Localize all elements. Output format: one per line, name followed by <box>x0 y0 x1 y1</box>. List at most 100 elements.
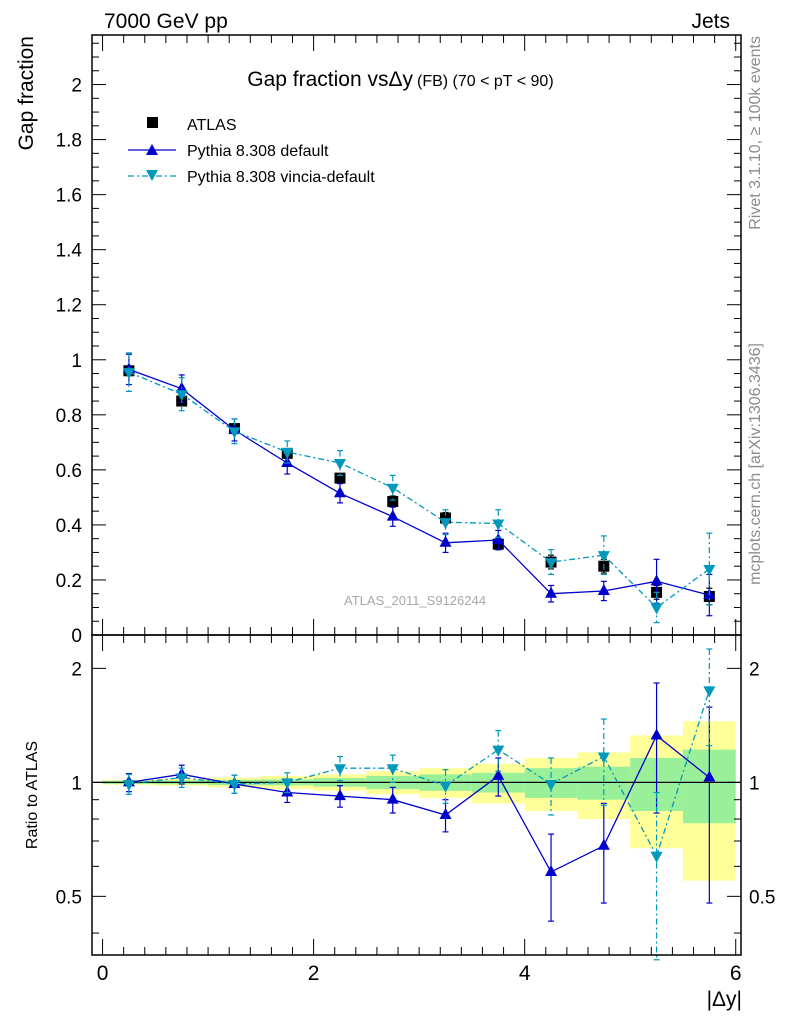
data-point-ratio-vincia <box>281 778 294 790</box>
rivet-version-label: Rivet 3.1.10, ≥ 100k events <box>747 36 764 230</box>
legend-entry-default: Pythia 8.308 default <box>128 143 329 160</box>
ratio-panel-frame <box>91 634 742 956</box>
x-axis-label: |Δy| <box>707 988 742 1011</box>
main-panel: 0 0.2 0.4 0.6 0.8 1 1.2 1.4 1.6 1.8 2 Gap fraction… <box>15 34 742 647</box>
legend-entry-vincia: Pythia 8.308 vincia-default <box>128 169 375 186</box>
data-point-vincia <box>492 519 505 531</box>
y-axis-label-main: Gap fraction <box>15 36 38 150</box>
main-plot-area <box>122 352 716 624</box>
data-point-ratio-default <box>650 728 663 740</box>
plot-title-suffix: (FB) (70 < pT < 90) <box>417 73 554 90</box>
y-tick-label-main: 1.6 <box>56 186 82 207</box>
x-tick-label: 4 <box>519 962 531 985</box>
data-point-default <box>597 583 610 595</box>
data-point-vincia <box>545 558 558 570</box>
data-point-ratio-vincia <box>228 780 241 792</box>
x-tick-label: 6 <box>730 962 742 985</box>
mcplots-reference-label: mcplots.cern.ch [arXiv:1306.3436] <box>747 343 764 585</box>
legend-marker-atlas <box>147 117 158 128</box>
data-point-ratio-default <box>492 768 505 780</box>
data-point-atlas <box>387 496 399 508</box>
y-tick-label-main: 0 <box>71 626 82 647</box>
data-point-ratio-default <box>333 789 346 801</box>
legend-label-atlas: ATLAS <box>187 117 237 134</box>
data-point-ratio-vincia <box>650 851 663 863</box>
data-point-ratio-vincia <box>597 752 610 764</box>
y-tick-label-main: 1.4 <box>56 241 83 262</box>
data-point-atlas <box>334 472 346 484</box>
y-tick-label-main: 1 <box>71 351 82 372</box>
y-tick-label-ratio-left: 0.5 <box>56 887 82 908</box>
data-point-ratio-vincia <box>439 781 452 793</box>
y-tick-label-ratio-left: 2 <box>71 659 82 680</box>
y-tick-label-ratio-left: 1 <box>71 773 82 794</box>
ratio-axis-ticks: 0.5 0.5 1 1 2 2 0 2 4 6 <box>56 635 775 985</box>
energy-label: 7000 GeV pp <box>104 10 228 33</box>
y-tick-label-ratio-right: 2 <box>749 659 760 680</box>
y-tick-label-ratio-right: 0.5 <box>749 887 775 908</box>
data-point-ratio-vincia <box>703 686 716 698</box>
legend: ATLAS Pythia 8.308 default Pythia 8.308 … <box>128 117 375 186</box>
data-point-default <box>545 586 558 598</box>
data-point-ratio-vincia <box>122 780 135 792</box>
data-point-default <box>386 509 399 521</box>
y-tick-label-main: 1.2 <box>56 296 82 317</box>
data-point-default <box>281 455 294 467</box>
data-point-atlas <box>440 512 452 524</box>
data-point-ratio-vincia <box>386 764 399 776</box>
data-point-ratio-vincia <box>492 745 505 757</box>
y-tick-label-main: 0.4 <box>56 516 83 537</box>
series-atlas <box>123 365 715 606</box>
data-point-default <box>492 533 505 545</box>
series-line-vincia <box>128 371 710 609</box>
legend-label-default: Pythia 8.308 default <box>187 143 329 160</box>
data-point-vincia <box>175 390 188 402</box>
data-point-vincia <box>122 368 135 380</box>
series-line-ratio-vincia <box>128 690 710 858</box>
plot-title: Gap fraction vsΔy <box>247 68 413 91</box>
legend-marker-default <box>146 144 158 155</box>
data-point-vincia <box>281 447 294 459</box>
ratio-panel: 0.5 0.5 1 1 2 2 0 2 4 6 Ratio to ATLAS |Δy| <box>24 634 775 1011</box>
data-point-vincia <box>650 603 663 615</box>
category-label: Jets <box>691 10 730 33</box>
data-point-ratio-default <box>545 864 558 876</box>
data-point-vincia <box>333 458 346 470</box>
data-point-ratio-vincia <box>175 773 188 785</box>
data-point-ratio-default <box>439 807 452 819</box>
data-point-vincia <box>439 518 452 530</box>
series-default <box>122 353 716 617</box>
legend-marker-vincia <box>146 170 158 181</box>
data-point-default <box>650 574 663 586</box>
analysis-watermark: ATLAS_2011_S9126244 <box>344 593 486 608</box>
series-vincia <box>122 352 716 624</box>
data-point-default <box>333 486 346 498</box>
y-tick-label-main: 1.8 <box>56 131 82 152</box>
y-tick-label-ratio-right: 1 <box>749 773 760 794</box>
data-point-ratio-default <box>597 838 610 850</box>
y-tick-label-main: 0.2 <box>56 571 82 592</box>
main-axis-ticks: 0 0.2 0.4 0.6 0.8 1 1.2 1.4 1.6 1.8 2 <box>56 35 741 647</box>
legend-label-vincia: Pythia 8.308 vincia-default <box>187 169 375 186</box>
data-point-ratio-vincia <box>333 764 346 776</box>
data-point-default <box>439 535 452 547</box>
series-line-ratio-default <box>128 734 710 873</box>
ratio-plot-area <box>92 648 741 961</box>
data-point-vincia <box>597 551 610 563</box>
data-point-vincia <box>703 564 716 576</box>
y-tick-label-main: 2 <box>71 76 82 97</box>
data-point-vincia <box>386 483 399 495</box>
series-line-default <box>128 368 710 596</box>
x-tick-label: 0 <box>97 962 109 985</box>
data-point-ratio-default <box>386 792 399 804</box>
data-point-vincia <box>228 427 241 439</box>
series-ratio-vincia <box>122 648 716 961</box>
legend-entry-atlas: ATLAS <box>147 117 237 134</box>
data-point-ratio-vincia <box>545 780 558 792</box>
x-tick-label: 2 <box>308 962 320 985</box>
data-point-ratio-default <box>703 770 716 782</box>
y-axis-label-ratio: Ratio to ATLAS <box>24 741 41 849</box>
y-tick-label-main: 0.6 <box>56 461 82 482</box>
y-tick-label-main: 0.8 <box>56 406 82 427</box>
